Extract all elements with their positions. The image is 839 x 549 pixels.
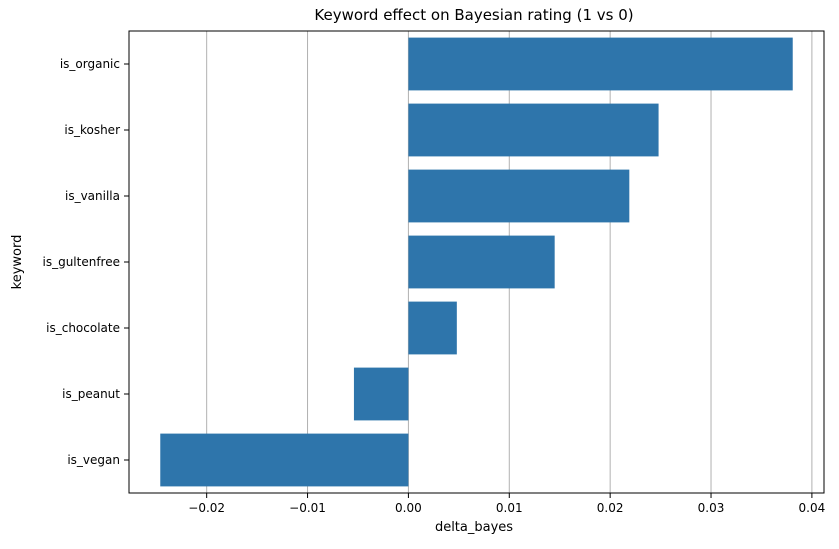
- chart-title: Keyword effect on Bayesian rating (1 vs …: [314, 6, 633, 24]
- x-tick-label: 0.02: [597, 501, 624, 515]
- bar-is_gultenfree: [408, 235, 555, 289]
- x-tick-label: 0.01: [496, 501, 523, 515]
- x-tick-label: 0.04: [799, 501, 826, 515]
- y-tick-label: is_peanut: [62, 387, 120, 401]
- x-tick-label: 0.03: [698, 501, 725, 515]
- bars: [160, 37, 793, 487]
- y-tick-label: is_kosher: [64, 123, 120, 137]
- x-tick-label: −0.01: [289, 501, 326, 515]
- y-tick-label: is_gultenfree: [43, 255, 121, 269]
- y-axis-ticks: is_organic is_kosher is_vanilla is_gultenfr…: [43, 57, 129, 467]
- x-axis-label: delta_bayes: [435, 520, 513, 535]
- x-axis-ticks: −0.02 −0.01 0.00 0.01 0.02 0.03 0.04: [188, 493, 825, 515]
- y-tick-label: is_organic: [60, 57, 120, 71]
- y-tick-label: is_vegan: [67, 453, 120, 467]
- bar-is_vegan: [160, 433, 409, 487]
- bar-is_kosher: [408, 103, 659, 157]
- bar-is_organic: [408, 37, 793, 91]
- x-tick-label: −0.02: [188, 501, 225, 515]
- bar-is_chocolate: [408, 301, 457, 355]
- bar-is_peanut: [353, 367, 409, 421]
- y-axis-label: keyword: [10, 235, 25, 290]
- y-tick-label: is_chocolate: [46, 321, 120, 335]
- x-tick-label: 0.00: [395, 501, 422, 515]
- y-tick-label: is_vanilla: [65, 189, 120, 203]
- bar-is_vanilla: [408, 169, 630, 223]
